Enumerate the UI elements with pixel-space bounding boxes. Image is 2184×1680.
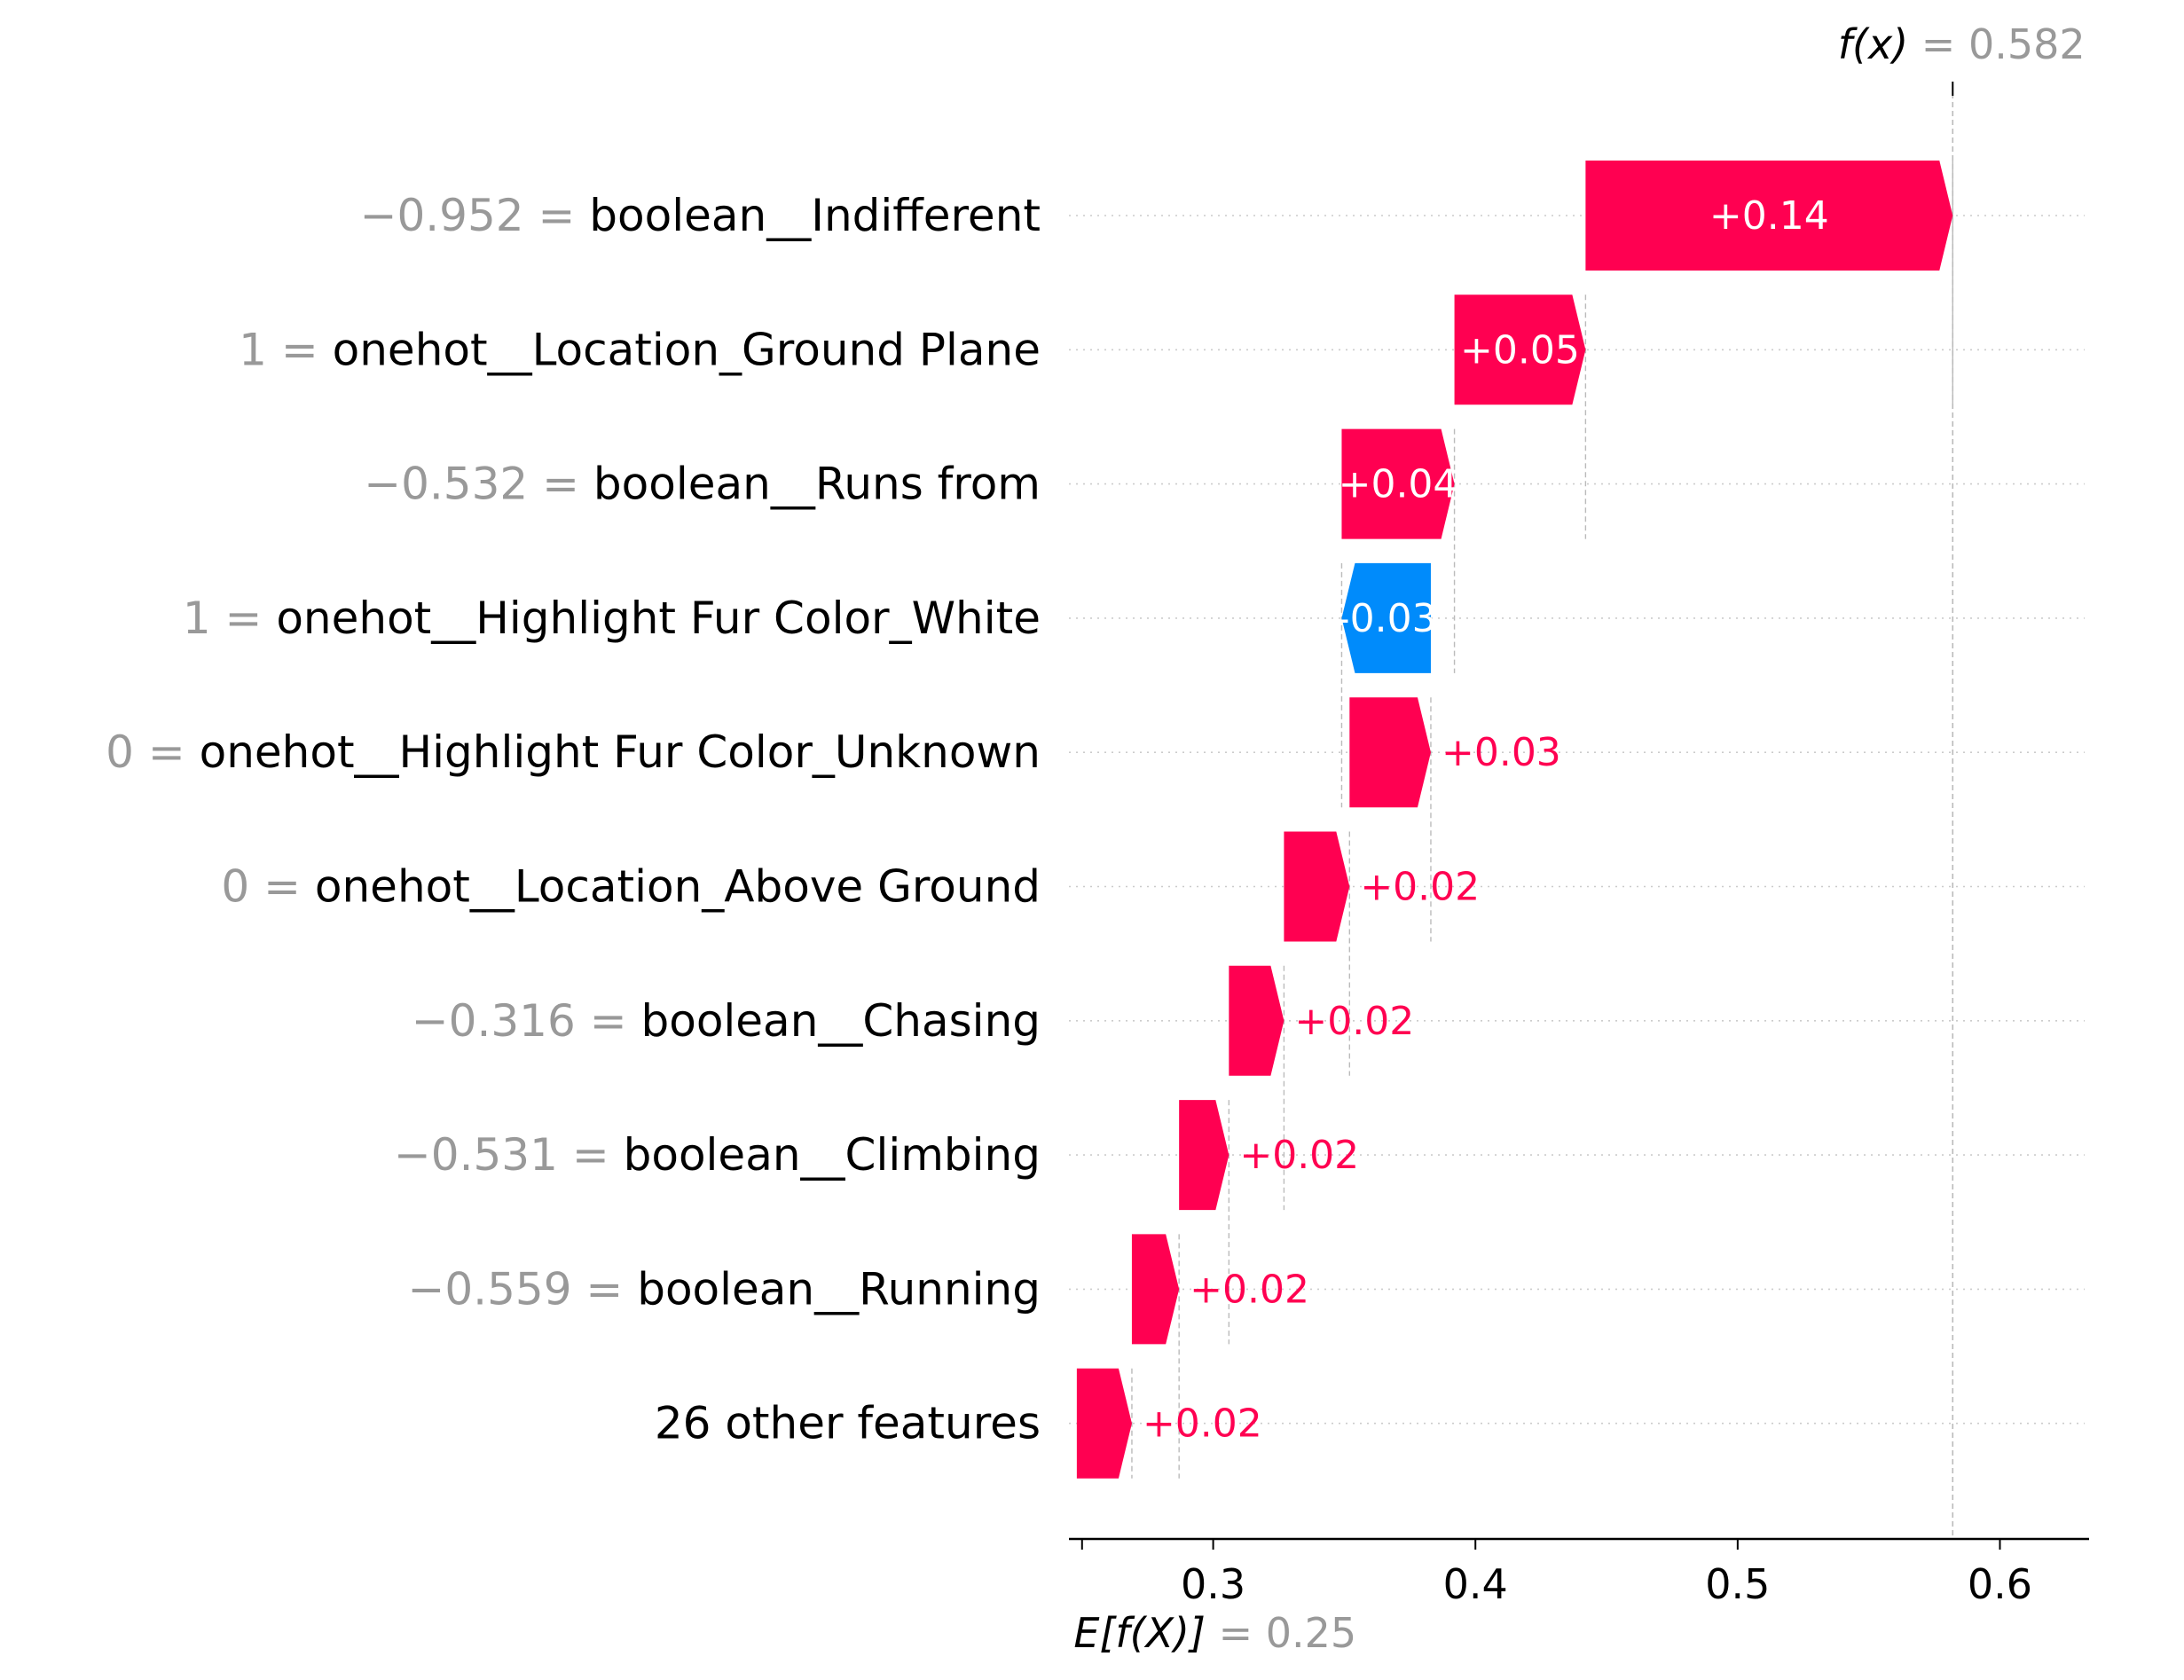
feature-name: boolean__Climbing [624,1129,1041,1181]
waterfall-bar [1179,1100,1229,1211]
feature-value: 0 [221,861,249,913]
feature-name: onehot__Highlight Fur Color_White [276,593,1041,644]
feature-equals: = [211,593,277,644]
feature-label: −0.952 = boolean__Indifferent [360,190,1041,241]
shap-value-label: +0.02 [1294,999,1414,1044]
feature-value: −0.532 [364,459,528,510]
feature-name: boolean__Indifferent [589,190,1041,241]
x-tick-label: 0.4 [1443,1560,1508,1608]
waterfall-bar [1131,1234,1180,1345]
feature-value: −0.559 [407,1263,571,1315]
feature-value: −0.316 [412,995,576,1047]
shap-value-label: -0.03 [1336,596,1437,641]
feature-name: boolean__Running [637,1263,1041,1315]
waterfall-bar [1454,294,1586,405]
waterfall-bar [1585,161,1953,271]
feature-label: 26 other features [655,1398,1041,1449]
shap-value-label: +0.05 [1460,327,1580,373]
x-tick-label: 0.6 [1968,1560,2032,1608]
shap-value-label: +0.04 [1339,462,1458,507]
feature-equals: = [558,1129,624,1181]
x-axis: 0.3 0.4 0.5 0.6 [1069,1537,2089,1608]
waterfall-bar [1349,697,1431,808]
fx-label: f(x) = 0.582 [1838,20,2086,68]
ex-value: 0.25 [1266,1609,1356,1657]
feature-equals: = [524,190,590,241]
shap-value-label: +0.03 [1442,730,1561,775]
fx-label-lhs: f(x) [1838,20,1908,68]
ex-label-lhs: E[f(X)] [1073,1609,1206,1657]
feature-equals: = [267,324,333,375]
x-tick-label: 0.3 [1181,1560,1245,1608]
feature-label: −0.559 = boolean__Running [407,1263,1041,1315]
feature-value: 0 [106,726,134,778]
feature-name: onehot__Highlight Fur Color_Unknown [200,726,1041,778]
feature-label: 1 = onehot__Highlight Fur Color_White [183,593,1041,644]
fx-value: 0.582 [1968,20,2086,68]
feature-label: −0.316 = boolean__Chasing [412,995,1041,1047]
feature-value: 1 [239,324,267,375]
feature-name: onehot__Location_Ground Plane [333,324,1041,375]
expected-value-label: E[f(X)] = 0.25 [1073,1609,1356,1657]
waterfall-bar [1341,562,1431,673]
feature-label: 1 = onehot__Location_Ground Plane [239,324,1041,375]
feature-equals: = [572,1263,638,1315]
shap-value-label: +0.02 [1143,1401,1262,1447]
ex-equals: = [1206,1609,1266,1657]
shap-value-label: +0.02 [1360,865,1480,910]
feature-labels: −0.952 = boolean__Indifferent 1 = onehot_… [106,190,1041,1449]
waterfall-bar [1284,831,1350,942]
waterfall-bars: +0.14 +0.05 +0.04 -0.03 +0.03 +0.02 +0.02 +0.02… [1076,161,1953,1479]
fx-equals: = [1908,20,1968,68]
feature-name: onehot__Location_Above Ground [315,861,1041,913]
shap-value-label: +0.02 [1239,1133,1359,1178]
feature-value: 1 [183,593,211,644]
shap-value-label: +0.14 [1709,193,1829,239]
waterfall-bar [1076,1368,1132,1479]
feature-equals: = [528,459,593,510]
feature-value: −0.952 [360,190,524,241]
feature-equals: = [134,726,200,778]
feature-equals: = [249,861,315,913]
feature-equals: = [576,995,641,1047]
feature-label: −0.531 = boolean__Climbing [394,1129,1041,1181]
feature-label: 0 = onehot__Highlight Fur Color_Unknown [106,726,1041,778]
feature-label: −0.532 = boolean__Runs from [364,459,1041,510]
feature-label: 0 = onehot__Location_Above Ground [221,861,1041,913]
waterfall-bar [1341,428,1455,539]
feature-name: 26 other features [655,1398,1041,1449]
row-gridlines [1069,215,2085,1425]
feature-name: boolean__Runs from [593,459,1041,510]
x-tick-label: 0.5 [1705,1560,1770,1608]
shap-value-label: +0.02 [1190,1267,1309,1312]
feature-name: boolean__Chasing [640,995,1041,1047]
feature-value: −0.531 [394,1129,558,1181]
waterfall-bar [1229,965,1284,1076]
